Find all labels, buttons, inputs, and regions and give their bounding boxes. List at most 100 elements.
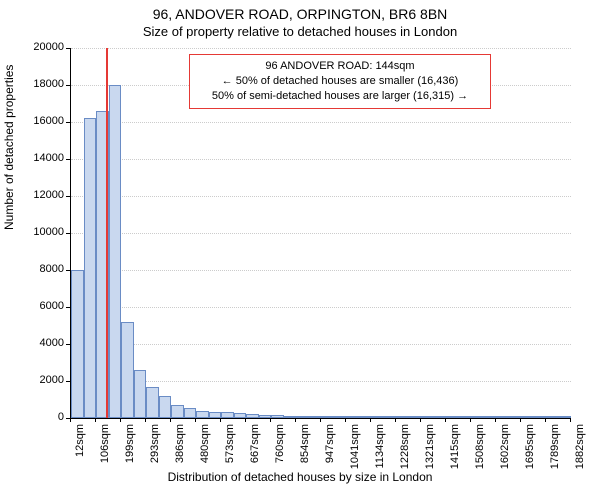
property-marker-line [106, 48, 108, 418]
x-tick-label: 854sqm [299, 424, 311, 474]
histogram-bar [471, 416, 484, 418]
annotation-box: 96 ANDOVER ROAD: 144sqm← 50% of detached… [189, 54, 491, 109]
x-tick-mark [120, 418, 121, 422]
x-tick-label: 1508sqm [474, 424, 486, 474]
x-tick-label: 106sqm [99, 424, 111, 474]
x-tick-mark [420, 418, 421, 422]
x-tick-label: 1789sqm [549, 424, 561, 474]
x-tick-mark [320, 418, 321, 422]
x-tick-mark [370, 418, 371, 422]
gridline [71, 233, 571, 234]
y-tick-label: 20000 [4, 41, 64, 53]
histogram-bar [84, 118, 97, 418]
x-tick-label: 1695sqm [524, 424, 536, 474]
histogram-bar [346, 416, 359, 418]
y-tick-mark [66, 233, 70, 234]
x-tick-label: 667sqm [249, 424, 261, 474]
histogram-bar [496, 416, 509, 418]
y-tick-label: 8000 [4, 263, 64, 275]
gridline [71, 122, 571, 123]
histogram-bar [271, 415, 284, 418]
x-tick-label: 947sqm [324, 424, 336, 474]
histogram-bar [521, 416, 534, 418]
histogram-bar [321, 416, 334, 418]
histogram-bar [146, 387, 159, 418]
x-tick-mark [70, 418, 71, 422]
y-tick-label: 18000 [4, 78, 64, 90]
y-tick-label: 2000 [4, 374, 64, 386]
x-tick-label: 293sqm [149, 424, 161, 474]
histogram-bar [171, 405, 184, 418]
x-tick-label: 1321sqm [424, 424, 436, 474]
gridline [71, 307, 571, 308]
annotation-line2: ← 50% of detached houses are smaller (16… [198, 74, 482, 89]
y-tick-label: 0 [4, 411, 64, 423]
histogram-bar [121, 322, 134, 418]
x-tick-label: 1228sqm [399, 424, 411, 474]
x-tick-mark [570, 418, 571, 422]
histogram-bar [71, 270, 84, 418]
x-tick-mark [495, 418, 496, 422]
y-tick-label: 14000 [4, 152, 64, 164]
y-tick-mark [66, 159, 70, 160]
histogram-bar [446, 416, 459, 418]
y-tick-mark [66, 307, 70, 308]
y-tick-label: 12000 [4, 189, 64, 201]
x-tick-mark [145, 418, 146, 422]
annotation-line3: 50% of semi-detached houses are larger (… [198, 89, 482, 104]
y-tick-mark [66, 48, 70, 49]
x-tick-mark [220, 418, 221, 422]
x-tick-mark [270, 418, 271, 422]
y-tick-label: 10000 [4, 226, 64, 238]
y-tick-mark [66, 270, 70, 271]
y-tick-label: 6000 [4, 300, 64, 312]
y-tick-label: 16000 [4, 115, 64, 127]
x-tick-mark [470, 418, 471, 422]
x-tick-label: 1415sqm [449, 424, 461, 474]
gridline [71, 344, 571, 345]
x-tick-label: 480sqm [199, 424, 211, 474]
y-tick-mark [66, 381, 70, 382]
x-tick-label: 1602sqm [499, 424, 511, 474]
histogram-bar [134, 370, 147, 418]
histogram-bar [421, 416, 434, 418]
x-tick-mark [245, 418, 246, 422]
y-tick-mark [66, 196, 70, 197]
x-tick-mark [170, 418, 171, 422]
histogram-bar [159, 396, 172, 418]
x-tick-mark [95, 418, 96, 422]
gridline [71, 270, 571, 271]
y-tick-label: 4000 [4, 337, 64, 349]
x-tick-label: 573sqm [224, 424, 236, 474]
page-title: 96, ANDOVER ROAD, ORPINGTON, BR6 8BN [0, 6, 600, 22]
histogram-bar [109, 85, 122, 418]
annotation-line1: 96 ANDOVER ROAD: 144sqm [198, 59, 482, 74]
x-tick-label: 386sqm [174, 424, 186, 474]
y-tick-mark [66, 344, 70, 345]
histogram-bar [371, 416, 384, 418]
x-tick-mark [545, 418, 546, 422]
x-tick-mark [195, 418, 196, 422]
x-tick-label: 1134sqm [374, 424, 386, 474]
y-tick-mark [66, 122, 70, 123]
histogram-bar [184, 408, 197, 418]
histogram-bar [246, 414, 259, 418]
x-tick-label: 760sqm [274, 424, 286, 474]
x-tick-label: 12sqm [74, 424, 86, 474]
x-tick-mark [445, 418, 446, 422]
histogram-bar [296, 416, 309, 418]
x-tick-mark [295, 418, 296, 422]
histogram-bar [396, 416, 409, 418]
x-tick-label: 199sqm [124, 424, 136, 474]
y-tick-mark [66, 85, 70, 86]
x-tick-mark [520, 418, 521, 422]
chart-plot-area: 96 ANDOVER ROAD: 144sqm← 50% of detached… [70, 48, 571, 419]
histogram-bar [546, 416, 559, 418]
histogram-bar [221, 412, 234, 418]
gridline [71, 159, 571, 160]
gridline [71, 196, 571, 197]
page: 96, ANDOVER ROAD, ORPINGTON, BR6 8BN Siz… [0, 0, 600, 500]
x-tick-label: 1041sqm [349, 424, 361, 474]
histogram-bar [196, 411, 209, 418]
gridline [71, 48, 571, 49]
